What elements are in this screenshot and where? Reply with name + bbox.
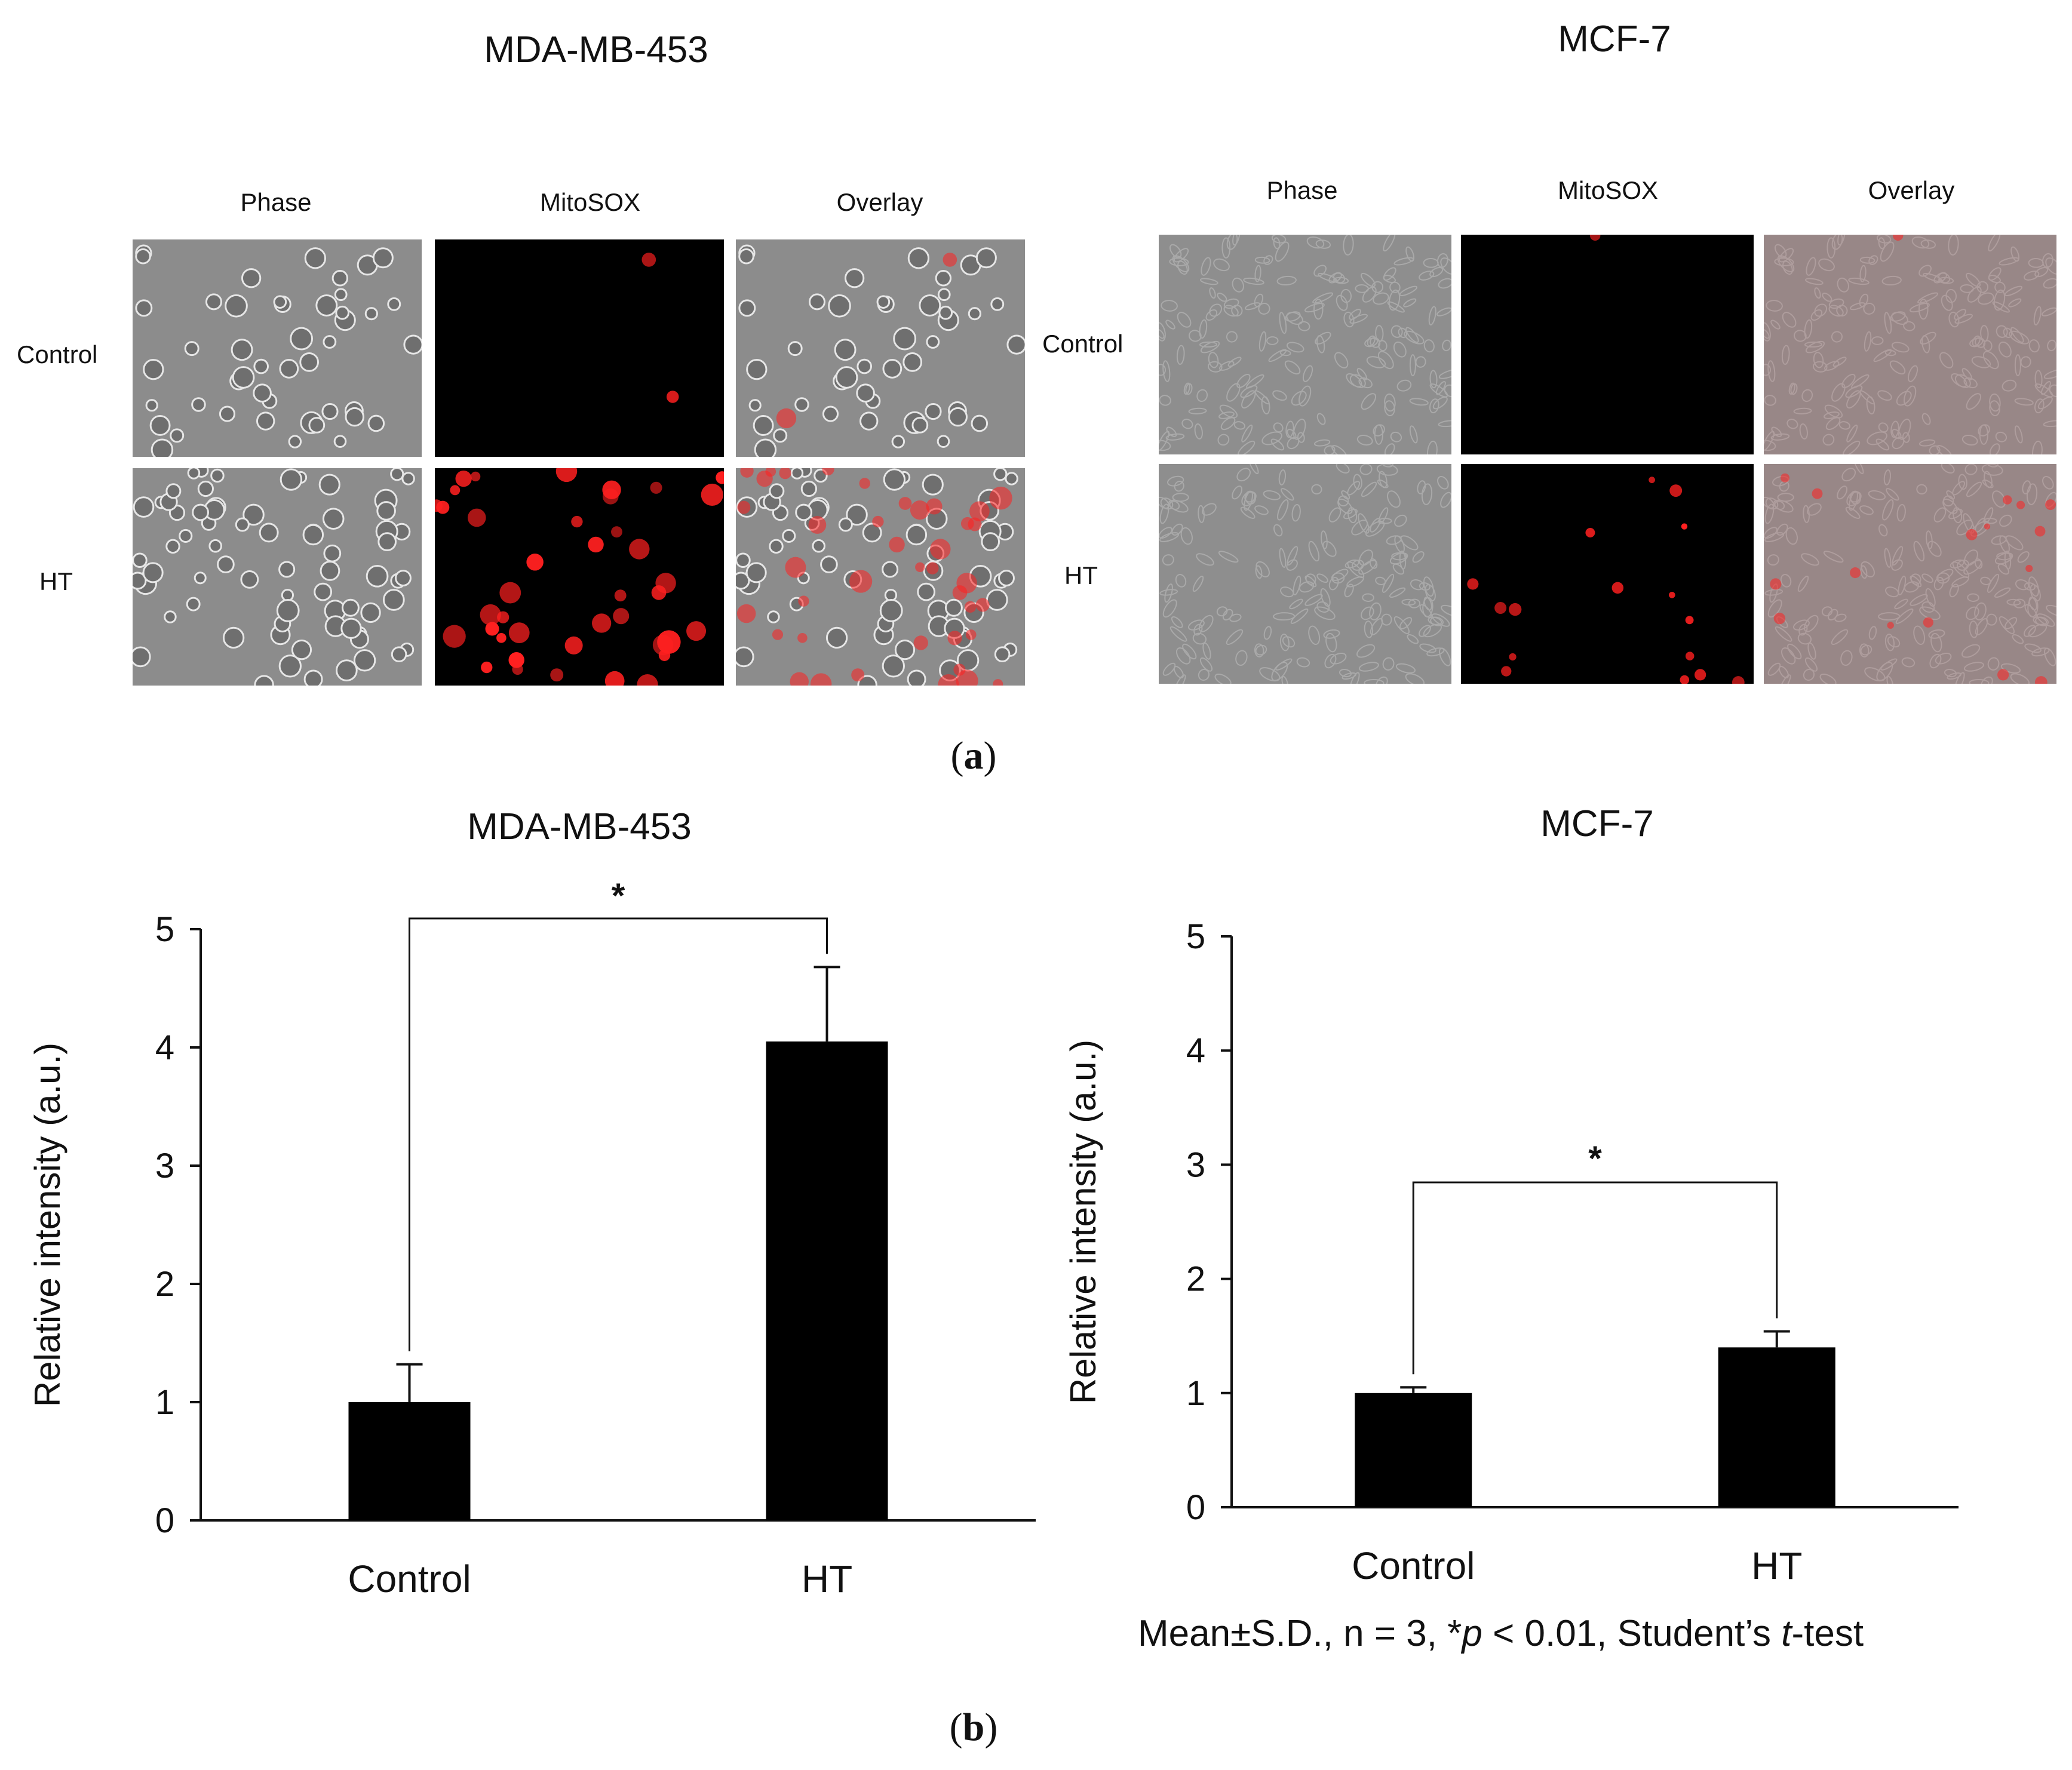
mcf-row-label-ht: HT [1064, 561, 1098, 589]
mda-row-label-ht: HT [39, 567, 73, 595]
footnote-suffix: -test [1791, 1613, 1864, 1654]
chart-title: MDA-MB-453 [467, 806, 692, 847]
bar-control [1355, 1393, 1472, 1507]
x-tick-label: Control [1352, 1544, 1475, 1587]
mcf-control-phase-image [1159, 235, 1451, 454]
chart-title: MCF-7 [1540, 803, 1653, 844]
mda-mb-453-bar-chart: MDA-MB-453 Relative intensity (a.u.) 0 1 2 3 4… [27, 806, 1036, 1600]
mcf-control-overlay-image [1764, 235, 2056, 454]
mda-row-label-control: Control [17, 340, 98, 368]
y-axis-label: Relative intensity (a.u.) [1063, 1040, 1103, 1404]
significance-bracket [409, 917, 828, 1351]
y-tick-label: 4 [155, 1028, 174, 1067]
footnote-mid: < 0.01, Student’s [1482, 1613, 1782, 1654]
mda-control-phase-image [133, 239, 422, 457]
footnote-t: t [1781, 1613, 1792, 1654]
mda-control-mitosox-image [435, 239, 724, 457]
footnote-prefix: Mean±S.D., n = 3, * [1138, 1613, 1462, 1654]
y-axis-label: Relative intensity (a.u.) [27, 1043, 67, 1407]
y-tick-label: 4 [1186, 1031, 1205, 1070]
footnote-p: p [1462, 1613, 1482, 1654]
mda-mb-453-micrograph-title: MDA-MB-453 [484, 29, 708, 70]
bar-control [348, 1402, 471, 1520]
panel-b-label: (b) [949, 1706, 998, 1749]
mda-ht-overlay-image [736, 468, 1025, 686]
mcf-col-header-overlay: Overlay [1868, 176, 1955, 204]
x-tick-label: HT [1751, 1544, 1802, 1587]
mcf-row-label-control: Control [1042, 330, 1124, 358]
significance-star: * [612, 877, 625, 915]
statistics-footnote: Mean±S.D., n = 3, *p < 0.01, Student’s t… [1138, 1612, 1864, 1655]
mda-ht-mitosox-image [435, 468, 724, 686]
mcf-ht-mitosox-image [1461, 464, 1754, 684]
mda-col-header-mitosox: MitoSOX [539, 188, 641, 216]
y-tick-label: 3 [155, 1147, 174, 1185]
y-tick-label: 3 [1186, 1145, 1205, 1184]
y-tick-label: 1 [155, 1383, 174, 1422]
mcf-7-bar-chart: MCF-7 Relative intensity (a.u.) 0 1 2 3 4 5 Cont… [1063, 803, 1959, 1587]
mda-col-header-overlay: Overlay [836, 188, 923, 216]
y-tick-label: 2 [155, 1265, 174, 1304]
mcf-ht-phase-image [1159, 464, 1451, 684]
panel-a-label: (a) [950, 734, 997, 778]
mda-col-header-phase: Phase [240, 188, 312, 216]
significance-bracket [1412, 1181, 1778, 1375]
y-tick-label: 5 [1186, 917, 1205, 956]
mda-control-overlay-image [736, 239, 1025, 457]
mcf-control-mitosox-image [1461, 235, 1754, 454]
bar-ht [766, 1041, 888, 1520]
mcf-col-header-phase: Phase [1266, 176, 1338, 204]
mcf-col-header-mitosox: MitoSOX [1557, 176, 1659, 204]
y-tick-label: 1 [1186, 1374, 1205, 1413]
mcf-ht-overlay-image [1764, 464, 2056, 684]
y-tick-label: 0 [1186, 1488, 1205, 1527]
y-tick-label: 5 [155, 910, 174, 949]
mcf-7-micrograph-title: MCF-7 [1558, 19, 1671, 60]
y-tick-label: 2 [1186, 1260, 1205, 1299]
y-tick-label: 0 [155, 1501, 174, 1540]
significance-star: * [1588, 1139, 1602, 1178]
panel-a-letter: a [963, 734, 984, 778]
bar-ht [1718, 1347, 1835, 1507]
panel-b-letter: b [962, 1706, 985, 1749]
x-tick-label: Control [348, 1557, 471, 1600]
mda-ht-phase-image [133, 468, 422, 686]
x-tick-label: HT [802, 1557, 852, 1600]
